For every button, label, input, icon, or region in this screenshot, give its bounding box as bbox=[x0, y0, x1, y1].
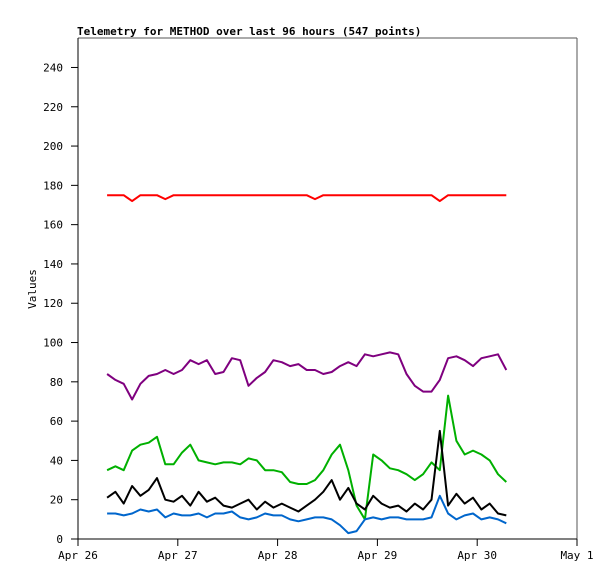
y-axis-label: Values bbox=[26, 269, 39, 309]
y-tick-label: 220 bbox=[43, 101, 63, 114]
y-tick-label: 100 bbox=[43, 337, 63, 350]
y-tick-label: 240 bbox=[43, 61, 63, 74]
x-tick-label: Apr 27 bbox=[158, 549, 198, 562]
x-axis: Apr 26 Apr 27 Apr 28 Apr 29 Apr 30 May 1 bbox=[58, 539, 594, 562]
y-tick-label: 120 bbox=[43, 297, 63, 310]
y-tick-label: 60 bbox=[50, 415, 63, 428]
y-tick-label: 40 bbox=[50, 454, 63, 467]
y-tick-label: 200 bbox=[43, 140, 63, 153]
series-lines bbox=[106, 194, 508, 535]
plot-frame bbox=[77, 37, 578, 540]
y-tick-label: 180 bbox=[43, 179, 63, 192]
x-tick-label: Apr 30 bbox=[457, 549, 497, 562]
series-line-blue bbox=[107, 494, 507, 535]
series-line-black bbox=[106, 429, 507, 517]
series-line-purple bbox=[106, 351, 508, 401]
chart-title: Telemetry for METHOD over last 96 hours … bbox=[77, 25, 421, 38]
y-tick-label: 140 bbox=[43, 258, 63, 271]
y-tick-label: 80 bbox=[50, 376, 63, 389]
x-tick-label: Apr 29 bbox=[358, 549, 398, 562]
y-tick-label: 160 bbox=[43, 219, 63, 232]
series-line-red bbox=[107, 194, 507, 203]
x-tick-label: Apr 28 bbox=[258, 549, 298, 562]
y-tick-label: 0 bbox=[56, 533, 63, 546]
series-line-green bbox=[106, 394, 507, 521]
y-tick-label: 20 bbox=[50, 494, 63, 507]
x-tick-label: Apr 26 bbox=[58, 549, 98, 562]
y-axis: 0 20 40 60 80 100 120 140 160 180 200 220 240 bbox=[43, 61, 78, 546]
x-tick-label: May 1 bbox=[560, 549, 593, 562]
